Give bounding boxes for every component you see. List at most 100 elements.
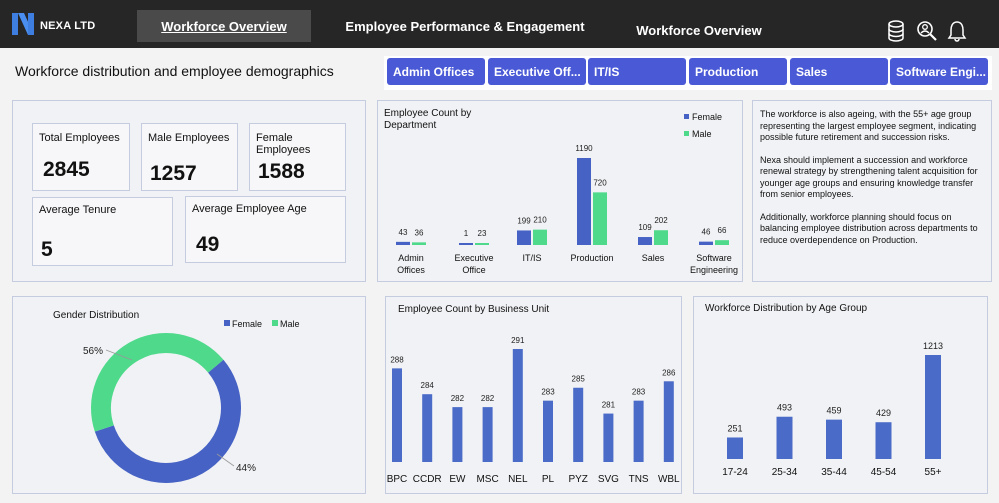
business-unit-data-label: 281 [602,401,616,410]
tab-employee-performance-engagement[interactable]: Employee Performance & Engagement [345,18,585,34]
slicer-it-is[interactable]: IT/IS [588,58,686,85]
business-unit-data-label: 285 [572,375,586,384]
kpi-female-employees: Female Employees 1588 [249,123,346,191]
business-unit-bar [633,400,644,462]
legend-male-label: Male [280,319,300,329]
business-unit-category-label: CCDR [413,474,442,485]
kpi-value: 49 [196,233,220,256]
age-group-data-label: 251 [727,423,742,433]
business-unit-category-label: BPC [387,474,408,485]
department-bar-chart: 43 36 Admin Offices 1 23 Executive Office 199 210… [396,112,738,275]
kpi-label: Total Employees [39,132,120,144]
business-unit-bar [603,413,614,462]
gender-data-label-female: 56% [83,346,103,357]
gender-leader-line-male [216,453,235,467]
department-bar-female [638,237,652,245]
age-group-category-label: 25-34 [772,467,798,478]
business-unit-category-label: PL [542,474,555,485]
kpi-value: 5 [41,238,53,261]
kpi-label: Average Tenure [39,204,117,216]
slicer-sales[interactable]: Sales [790,58,888,85]
age-group-bar [826,419,842,459]
kpi-label: Average Employee Age [192,203,307,215]
department-bar-female [699,241,713,245]
bell-icon[interactable] [947,20,967,42]
department-data-label-male: 720 [593,178,607,187]
age-group-category-label: 17-24 [722,467,748,478]
kpi-average-tenure: Average Tenure 5 [32,197,173,266]
department-bar-female [396,241,410,245]
age-group-category-label: 55+ [925,467,942,478]
business-unit-category-label: SVG [598,474,619,485]
business-unit-category-label: PYZ [568,474,587,485]
kpi-value: 1257 [150,162,197,185]
insight-notes: The workforce is also ageing, with the 5… [760,109,985,257]
gender-donut-slice-male [91,333,224,432]
legend-male-swatch [272,320,278,326]
insight-paragraph-1: The workforce is also ageing, with the 5… [760,109,977,142]
department-chart-title: Employee Count by Department [384,108,472,131]
legend-female-swatch [684,114,689,119]
insight-paragraph-2: Nexa should implement a succession and w… [760,154,978,200]
kpi-total-employees: Total Employees 2845 [32,123,130,191]
gender-chart-title: Gender Distribution [53,310,140,321]
insight-panel [752,100,992,282]
department-data-label-female: 1 [464,229,469,238]
tab-workforce-overview[interactable]: Workforce Overview [137,10,311,42]
tab-workforce-overview-2[interactable]: Workforce Overview [636,22,762,38]
department-category-label: Engineering [690,265,738,275]
age-group-bar [925,355,941,459]
business-unit-category-label: TNS [629,474,649,485]
department-bar-male [654,230,668,245]
age-group-data-label: 459 [826,406,841,416]
business-unit-chart-panel [385,296,682,494]
department-category-label: Production [570,253,613,263]
nexa-logo-icon [12,13,34,35]
department-bar-male [412,242,426,245]
age-group-category-label: 35-44 [821,467,847,478]
department-data-label-male: 23 [478,229,487,238]
business-unit-data-label: 288 [390,355,404,364]
search-person-icon[interactable] [916,20,938,42]
slicer-software-engineering[interactable]: Software Engi... [890,58,988,85]
legend-female-swatch [224,320,230,326]
department-chart-panel [377,100,743,282]
legend-male-swatch [684,131,689,136]
department-category-label: IT/IS [522,253,541,263]
business-unit-chart-title: Employee Count by Business Unit [398,304,550,315]
department-data-label-male: 36 [415,228,424,237]
business-unit-data-label: 282 [451,394,465,403]
department-data-label-female: 43 [399,228,408,237]
slicer-production[interactable]: Production [689,58,787,85]
age-group-bar-chart: 251 17-24 493 25-34 459 35-44 429 45-54 1213 55+ [722,341,943,478]
department-category-label: Sales [642,253,665,263]
business-unit-bar [392,368,402,462]
age-group-bar [875,422,892,459]
kpi-male-employees: Male Employees 1257 [141,123,238,191]
business-unit-data-label: 282 [481,394,495,403]
age-group-chart-title: Workforce Distribution by Age Group [705,303,868,314]
slicer-admin-offices[interactable]: Admin Offices [387,58,485,85]
department-data-label-male: 202 [654,216,668,225]
database-icon[interactable] [886,20,906,42]
kpi-value: 2845 [43,158,90,181]
business-unit-data-label: 283 [632,388,646,397]
department-bar-male [533,229,547,245]
business-unit-category-label: NEL [508,474,528,485]
gender-donut-chart: 56% 44% Female Male [83,319,300,483]
age-group-data-label: 429 [876,408,891,418]
business-unit-bar [452,407,463,462]
department-bar-female [517,230,531,245]
business-unit-data-label: 291 [511,336,525,345]
page-subtitle: Workforce distribution and employee demo… [15,63,334,79]
legend-female-label: Female [692,112,722,122]
department-category-label: Executive [454,253,493,263]
kpi-average-employee-age: Average Employee Age 49 [185,196,346,263]
slicer-executive-office[interactable]: Executive Off... [488,58,586,85]
age-group-category-label: 45-54 [871,467,897,478]
department-data-label-male: 66 [718,226,727,235]
business-unit-category-label: MSC [476,474,498,485]
kpi-value: 1588 [258,160,305,183]
department-bar-male [715,240,729,245]
kpi-label: Male Employees [148,132,230,144]
